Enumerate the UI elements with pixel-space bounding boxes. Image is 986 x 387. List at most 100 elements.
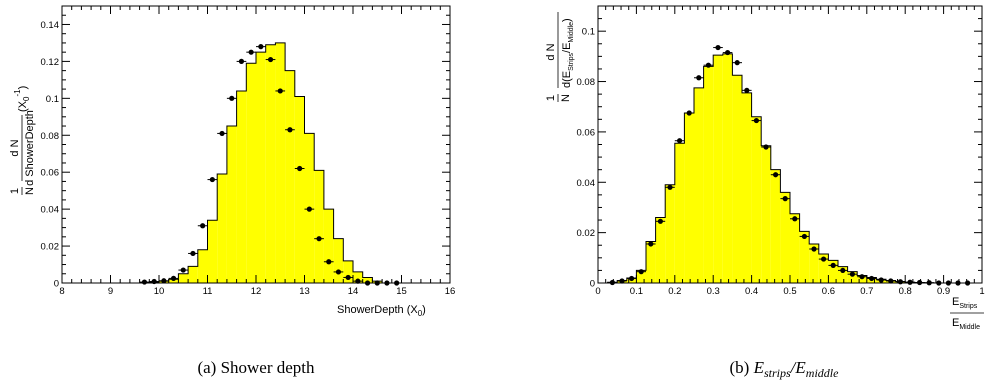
histogram-bin <box>285 70 295 283</box>
caption-b: (b) Estrips/Emiddle <box>730 358 840 380</box>
histogram-bin <box>275 42 286 283</box>
caption-a: (a) Shower depth <box>197 358 315 377</box>
y-tick-label: 0 <box>54 279 59 290</box>
x-tick-label: 0.2 <box>668 286 681 297</box>
x-axis-label: ShowerDepth (X0) <box>337 304 426 318</box>
histogram-outline <box>139 42 402 284</box>
x-tick-label: 0.7 <box>860 286 873 297</box>
x-tick-label: 0.6 <box>822 286 835 297</box>
y-axis-label: 1 N d N d(EStrips/EMiddle) <box>545 12 575 102</box>
data-point <box>703 62 714 68</box>
histogram-bin <box>809 243 819 283</box>
histogram-bin <box>818 254 829 283</box>
data-points <box>139 44 402 286</box>
histogram-bin <box>684 113 694 283</box>
x-tick-label: 13 <box>299 286 310 297</box>
data-point <box>197 223 208 229</box>
y-tick-label: 0.08 <box>41 131 60 142</box>
data-point <box>353 278 363 284</box>
x-tick-label: 12 <box>251 286 262 297</box>
data-point <box>914 279 925 286</box>
y-tick-label: 0.02 <box>41 242 60 253</box>
y-label-num: 1 <box>9 188 21 194</box>
data-point <box>790 216 800 222</box>
data-point <box>139 279 150 285</box>
histogram-bin <box>188 266 198 283</box>
data-point <box>713 44 723 51</box>
data-point <box>636 269 646 275</box>
histogram-bin <box>197 249 208 283</box>
histogram-bin <box>353 271 363 283</box>
histogram-bin <box>665 184 675 283</box>
chart-panel-strips-ratio: 0 0.1 0.2 0.3 0.4 0.5 0.6 0.7 0.8 0.9 1 0 0.02 0.04 0.… <box>545 5 985 380</box>
y-label-unit-sub: 0 <box>22 96 31 101</box>
x-tick-label: 0.9 <box>937 286 950 297</box>
x-tick-label: 9 <box>108 286 113 297</box>
data-point <box>159 278 169 284</box>
histogram-bin <box>770 169 781 283</box>
data-point <box>847 271 858 277</box>
x-tick-label: 16 <box>445 286 456 297</box>
y-tick-label: 0.12 <box>41 57 60 68</box>
axis-ticks: 8 9 10 11 12 13 14 15 16 0 0.02 0.04 0.06 0.08 0.1 0.12… <box>41 6 456 297</box>
histogram-bin <box>246 63 256 283</box>
data-point <box>226 95 237 101</box>
y-label-frac-den: d ShowerDepth <box>24 110 36 186</box>
axis-ticks: 0 0.1 0.2 0.3 0.4 0.5 0.6 0.7 0.8 0.9 1 0 0.02 0.04 0.… <box>577 6 985 297</box>
histogram-bin <box>847 271 858 283</box>
y-tick-label: 0.06 <box>41 168 60 179</box>
data-point <box>799 233 810 240</box>
data-point <box>646 241 656 247</box>
histogram-bin <box>674 143 685 283</box>
data-point <box>655 218 666 224</box>
x-tick-label: 0.3 <box>707 286 720 297</box>
histogram-bin <box>780 192 790 283</box>
histogram-fill <box>139 42 402 284</box>
y-label-frac-den: d(EStrips/EMiddle) <box>561 18 575 88</box>
y-tick-label: 0.04 <box>577 178 596 189</box>
y-label-den: N <box>560 94 572 102</box>
y-label-frac-num: d N <box>9 139 21 156</box>
histogram-bin <box>636 270 646 283</box>
histogram-bin <box>742 92 752 283</box>
y-tick-label: 0.06 <box>577 127 596 138</box>
data-point <box>323 259 334 265</box>
data-point <box>751 117 762 124</box>
data-point <box>684 110 694 116</box>
data-point <box>304 206 315 212</box>
y-tick-label: 0.08 <box>577 77 596 88</box>
x-tick-label: 0 <box>595 286 600 297</box>
y-label-unit-close: ) <box>17 86 29 90</box>
x-tick-label: 0.1 <box>630 286 643 297</box>
histogram-bin <box>799 231 810 283</box>
histogram-bin <box>294 96 305 283</box>
histogram-bin <box>333 238 344 283</box>
data-point <box>665 184 675 190</box>
histogram-bin <box>732 75 742 283</box>
data-point <box>246 49 256 55</box>
data-point <box>607 279 618 286</box>
data-point <box>742 87 752 93</box>
data-point <box>285 127 295 133</box>
data-point <box>333 269 344 275</box>
data-points <box>607 44 973 286</box>
x-tick-label: 15 <box>396 286 407 297</box>
data-point <box>674 138 685 144</box>
y-tick-label: 0.1 <box>46 94 59 105</box>
data-point <box>722 49 733 56</box>
x-tick-label: 0.4 <box>745 286 758 297</box>
data-point <box>857 274 867 280</box>
data-point <box>294 165 305 172</box>
data-point <box>217 130 227 137</box>
histogram-fill <box>598 53 982 284</box>
data-point <box>314 236 324 242</box>
x-tick-label: 14 <box>348 286 359 297</box>
histogram-bin <box>362 277 373 283</box>
y-tick-label: 0.02 <box>577 228 596 239</box>
histogram-bin <box>713 55 723 283</box>
x-tick-label: 10 <box>154 286 165 297</box>
x-axis-label: EStrips EMiddle <box>950 296 984 331</box>
histogram-bin <box>646 241 656 283</box>
histogram-bin <box>236 90 247 284</box>
